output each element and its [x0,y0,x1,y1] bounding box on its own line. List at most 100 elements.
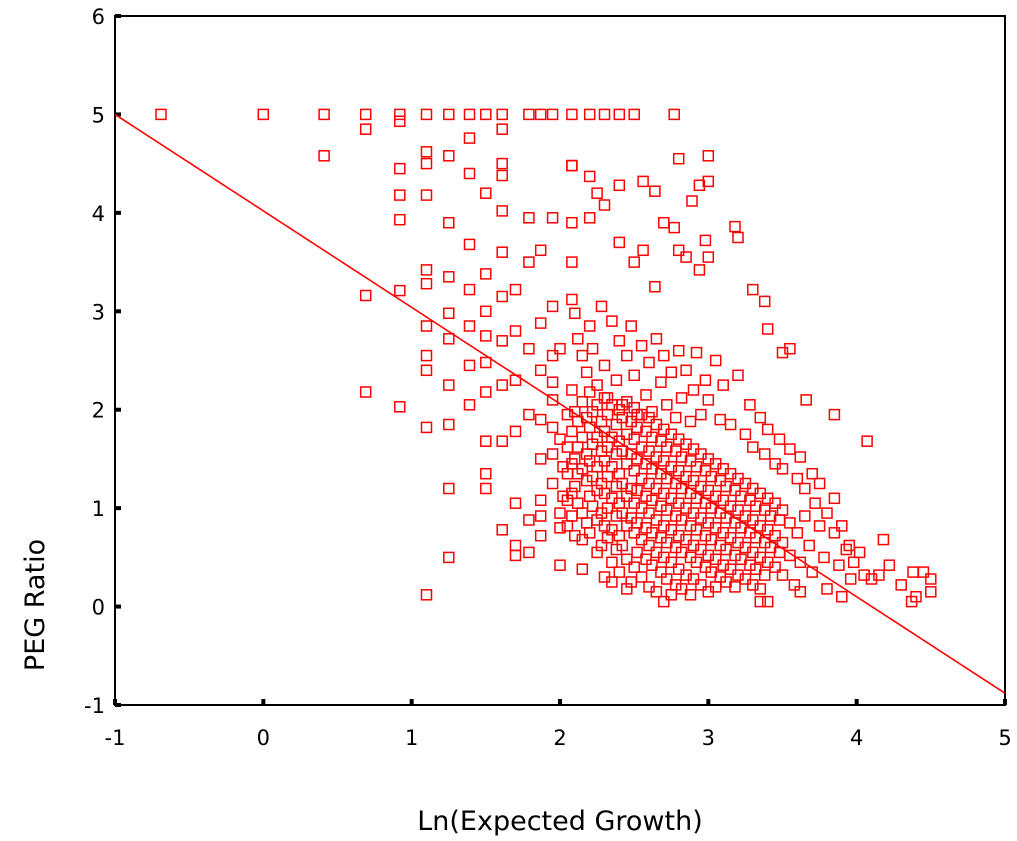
data-point [480,467,492,480]
data-point [665,461,678,473]
x-axis-label: Ln(Expected Growth) [417,806,703,837]
data-point [621,349,633,362]
data-point [480,330,492,342]
data-point [747,579,759,591]
data-point [643,539,655,552]
data-point [598,108,611,121]
data-point [580,366,593,379]
data-point [649,280,661,293]
data-point [672,529,685,542]
data-point [613,179,626,192]
data-point [613,236,626,249]
data-point [732,231,744,244]
data-point [661,573,673,585]
data-point [583,108,596,121]
data-point [420,320,433,332]
data-point [443,271,455,283]
data-point [598,199,611,211]
x-tick-label: -1 [105,726,126,750]
data-point [257,108,270,121]
data-point [686,195,698,207]
data-point [598,392,611,404]
data-point [658,595,670,608]
data-point [714,539,726,552]
data-point [496,435,508,447]
data-point [561,408,574,421]
data-point [598,359,611,372]
data-point [606,431,618,444]
data-point [799,510,811,522]
data-point [480,268,492,280]
data-point [546,349,559,362]
data-point [758,504,771,516]
data-point [744,494,756,507]
data-point [496,169,508,182]
data-point [610,543,623,556]
data-point [625,482,637,495]
data-point [583,212,596,224]
data-point [576,431,589,444]
data-point [546,448,559,460]
data-point [680,470,692,483]
data-point [724,500,737,512]
data-point [420,157,433,170]
data-point [566,108,578,121]
data-point [705,470,718,483]
data-point [761,323,774,335]
data-point [534,529,547,542]
data-point [394,213,406,226]
data-point [675,451,688,463]
data-point [625,320,637,332]
data-point [566,159,578,172]
data-point [720,480,732,493]
data-point [554,507,566,519]
data-point [646,494,658,507]
data-point [925,586,937,598]
data-point [569,307,581,320]
data-point [643,411,655,424]
data-point [463,399,476,411]
data-point [443,482,455,495]
data-point [788,579,801,591]
data-point [586,342,599,355]
data-point [616,445,629,457]
data-point [394,108,406,121]
data-point [554,433,566,445]
data-point [394,401,406,413]
data-point [905,595,918,608]
data-point [420,589,433,601]
data-point [606,315,618,327]
data-point [598,520,611,532]
data-point [463,359,476,372]
data-point [699,234,712,247]
data-point [569,529,581,542]
data-point [420,277,433,290]
data-point [534,244,547,257]
data-point [655,566,667,578]
data-point [699,464,712,477]
data-point [583,527,596,539]
x-tick-label: 2 [553,726,566,750]
data-point [606,461,618,473]
data-point [635,533,648,546]
data-point [840,543,853,556]
plot-frame [114,15,1006,706]
data-point [610,480,623,493]
data-point [705,533,718,546]
data-point [591,379,603,391]
data-point [572,415,584,428]
data-point [675,392,688,404]
data-point [591,187,603,199]
data-point [463,283,476,296]
data-point [613,335,626,347]
data-point [616,539,629,552]
data-point [443,216,455,229]
data-point [699,529,712,542]
data-point [843,539,856,552]
data-point [420,108,433,121]
data-point [747,283,759,296]
data-point [695,480,707,493]
data-point [637,244,649,257]
x-tick-label: 0 [257,726,270,750]
x-tick-label: 5 [998,726,1011,750]
